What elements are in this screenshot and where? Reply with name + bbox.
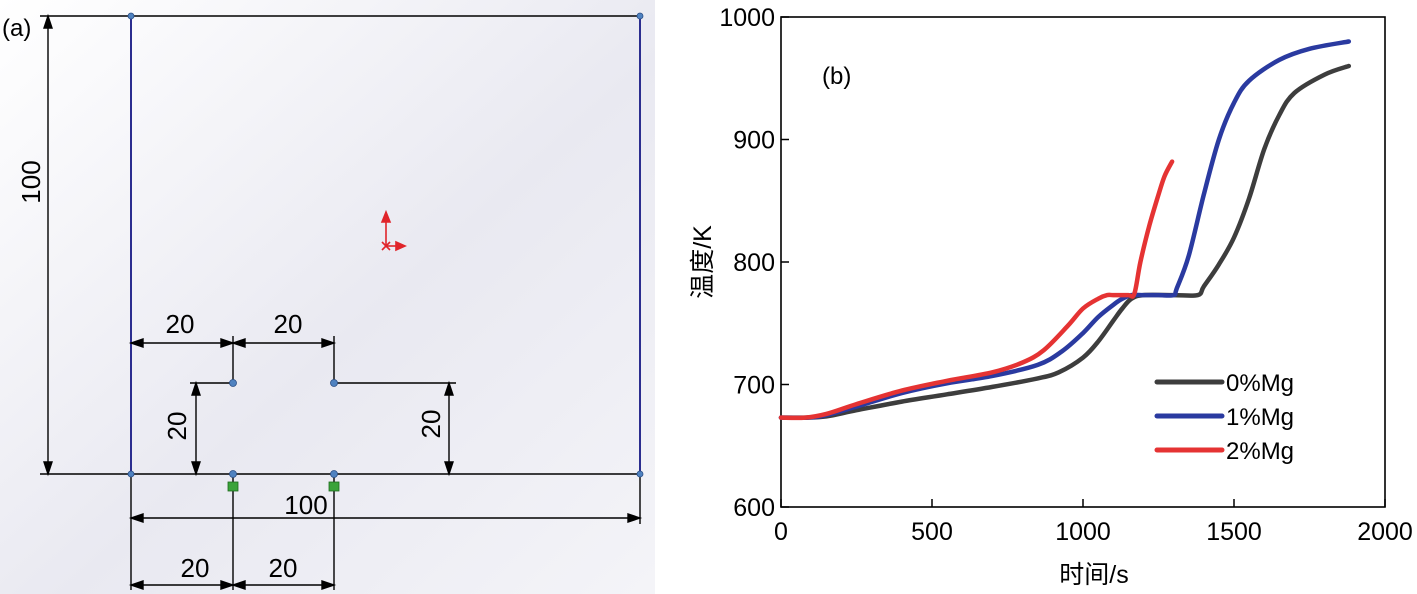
x-tick-label: 1500: [1206, 518, 1262, 546]
dim-top-widths: [128, 338, 337, 348]
sketch-points: [127, 12, 644, 478]
dim-left-height-text: 20: [162, 412, 192, 441]
y-tick-label: 900: [733, 127, 775, 155]
series-layer: [778, 39, 1352, 421]
dim-bottom-left-text: 20: [181, 553, 210, 583]
sketch-outline: [130, 16, 641, 474]
y-axis-title: 温度/K: [689, 225, 717, 299]
dim-outer-height: [43, 13, 53, 477]
x-axis-title: 时间/s: [1059, 561, 1128, 589]
legend: 0%Mg 1%Mg 2%Mg: [1154, 370, 1294, 465]
y-tick-label: 1000: [719, 4, 775, 32]
dim-top-right-text: 20: [274, 309, 303, 339]
x-tick-label: 0: [774, 518, 788, 546]
t-slot-lines: [130, 336, 641, 590]
axis-ticks: 0 500 1000 1500 2000 600 700 800 900 1000: [719, 4, 1412, 546]
y-tick-label: 800: [733, 249, 775, 277]
fix-markers: [227, 481, 340, 492]
y-tick-label: 700: [733, 372, 775, 400]
series-line-2pct-mg: [778, 159, 1175, 421]
panel-b-label: (b): [822, 63, 851, 90]
dim-outer-width-text: 100: [284, 490, 327, 520]
panel-a-label: (a): [2, 15, 31, 42]
x-tick-label: 500: [911, 518, 953, 546]
legend-label: 0%Mg: [1226, 370, 1294, 397]
origin-icon: [380, 209, 407, 252]
sketch-edges: [40, 15, 640, 475]
dim-left-height: [191, 380, 201, 477]
dim-bottom-right-text: 20: [269, 553, 298, 583]
y-tick-label: 600: [733, 494, 775, 522]
temperature-chart: 0 500 1000 1500 2000 600 700 800 900 1000 0%Mg 1%M…: [689, 4, 1413, 589]
x-tick-label: 1000: [1055, 518, 1111, 546]
dim-bottom-widths: [128, 580, 337, 590]
series-line-0pct-mg: [778, 63, 1352, 420]
sketch-background: [0, 0, 655, 594]
legend-label: 1%Mg: [1226, 404, 1294, 431]
dim-outer-height-text: 100: [16, 160, 46, 203]
dim-right-height: [444, 380, 454, 477]
dim-outer-width: [128, 513, 643, 523]
series-line-1pct-mg: [778, 39, 1352, 421]
x-tick-label: 2000: [1357, 518, 1413, 546]
dim-top-left-text: 20: [166, 309, 195, 339]
legend-label: 2%Mg: [1226, 438, 1294, 465]
panel-a-sketch: (a) 100: [0, 0, 655, 594]
dim-right-height-text: 20: [416, 410, 446, 439]
